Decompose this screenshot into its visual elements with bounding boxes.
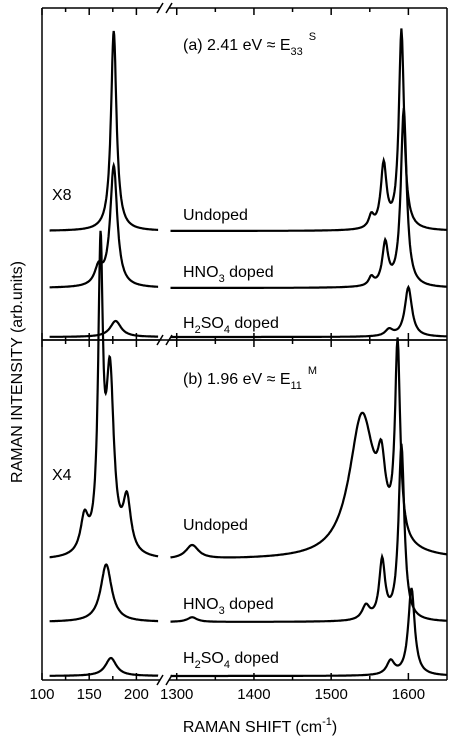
panel-a-series-undoped-label: Undoped xyxy=(183,207,248,224)
tick-label-200: 200 xyxy=(124,686,149,703)
curve-b-0-low xyxy=(49,230,159,559)
spectra-curves xyxy=(49,28,448,678)
middle-axis-break-mark-1 xyxy=(156,334,164,346)
y-axis-label: RAMAN INTENSITY (arb.units) xyxy=(9,261,26,483)
curve-b-1-high xyxy=(170,443,448,623)
curve-a-1-low xyxy=(49,161,159,289)
tick-label-1500: 1500 xyxy=(314,686,347,703)
tick-label-150: 150 xyxy=(77,686,102,703)
panel-b-series-hno3-label: HNO3 doped xyxy=(183,596,274,617)
top-axis-break-mark-2 xyxy=(165,2,173,14)
panel-b-series-undoped-label: Undoped xyxy=(183,517,248,534)
curve-b-1-low xyxy=(49,563,159,623)
panel-a-series-h2so4-label: H2SO4 doped xyxy=(183,315,279,336)
tick-label-100: 100 xyxy=(29,686,54,703)
curve-b-2-high xyxy=(170,587,448,678)
tick-label-1400: 1400 xyxy=(237,686,270,703)
panel-b-title: (b) 1.96 eV ≈ E11M xyxy=(183,365,317,392)
panel-b-scale-label: X4 xyxy=(52,467,72,484)
panel-a-series-hno3-label: HNO3 doped xyxy=(183,264,274,285)
curve-a-1-high xyxy=(170,107,447,289)
panel-b-series-h2so4-label: H2SO4 doped xyxy=(183,650,279,671)
curve-b-2-low xyxy=(49,656,159,677)
panel-a-title: (a) 2.41 eV ≈ E33S xyxy=(183,31,316,58)
curve-a-0-low xyxy=(49,30,159,232)
bottom-axis-break-mark-1 xyxy=(156,674,164,686)
tick-label-1600: 1600 xyxy=(392,686,425,703)
x-axis-label: RAMAN SHIFT (cm-1) xyxy=(183,716,337,736)
tick-labels: 100 150 200 1300 1400 1500 1600 xyxy=(29,686,425,703)
top-axis-break-mark-1 xyxy=(156,2,164,14)
chart-labels: (a) 2.41 eV ≈ E33S X8 Undoped HNO3 doped… xyxy=(9,31,337,736)
curve-a-0-high xyxy=(170,28,448,232)
curve-a-2-high xyxy=(170,284,448,339)
tick-label-1300: 1300 xyxy=(160,686,193,703)
panel-a-scale-label: X8 xyxy=(52,187,72,204)
